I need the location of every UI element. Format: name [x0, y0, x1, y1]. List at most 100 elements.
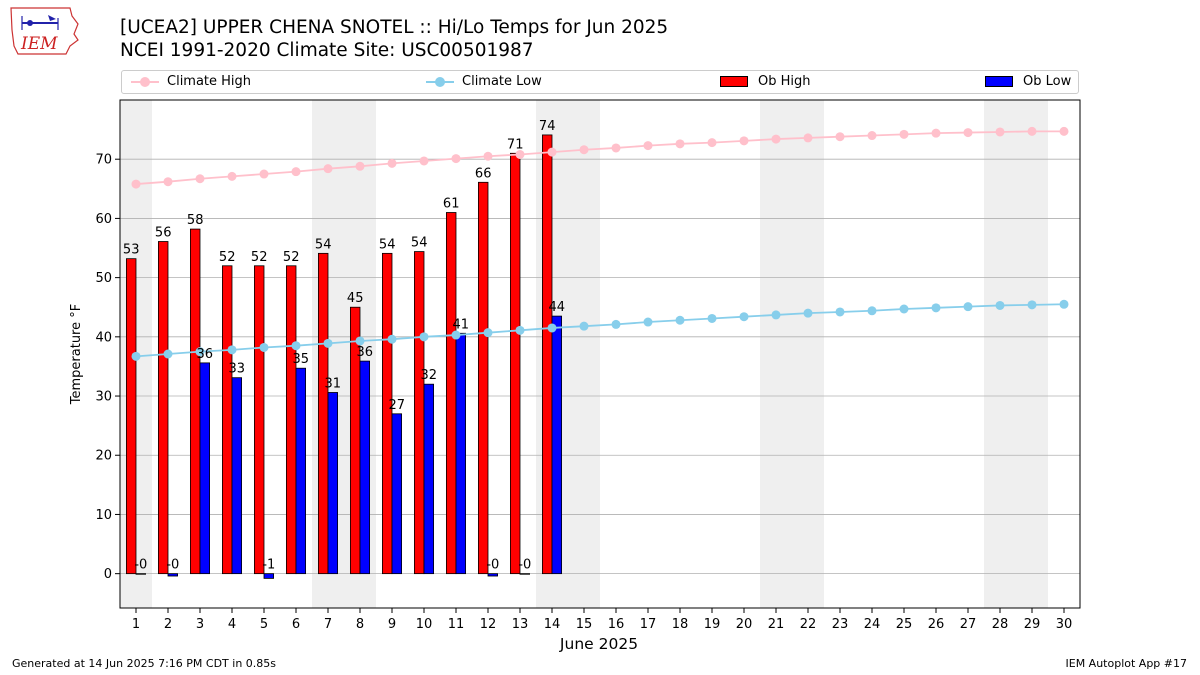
x-tick-label: 18: [672, 617, 689, 632]
ob-low-bar: [263, 573, 275, 579]
y-tick-label: 10: [95, 508, 112, 523]
climate-high-point: [547, 147, 557, 157]
climate-high-point: [963, 128, 973, 138]
chart-title: [UCEA2] UPPER CHENA SNOTEL :: Hi/Lo Temp…: [120, 17, 669, 38]
climate-high-point: [419, 156, 429, 166]
ob-high-label: 54: [379, 237, 396, 252]
climate-low-point: [963, 302, 973, 312]
ob-high-bar: [157, 241, 169, 575]
ob-low-label: -0: [486, 558, 499, 573]
ob-low-bar: [327, 392, 339, 575]
y-tick-label: 70: [95, 153, 112, 168]
x-axis-label: June 2025: [559, 635, 638, 653]
ob-low-label: 36: [197, 347, 214, 362]
logo-text: IEM: [21, 34, 58, 54]
ob-high-label: 58: [187, 213, 204, 228]
ob-low-bar: [167, 573, 179, 577]
climate-low-point: [483, 328, 493, 338]
ob-low-bar: [391, 413, 403, 575]
x-tick-label: 30: [1056, 617, 1073, 632]
climate-low-point: [771, 310, 781, 320]
x-tick-label: 1: [132, 617, 140, 632]
x-tick-label: 6: [292, 617, 300, 632]
legend-label: Climate Low: [462, 74, 542, 89]
x-tick-label: 25: [896, 617, 913, 632]
ob-high-bar: [445, 212, 457, 575]
climate-low-point: [643, 317, 653, 327]
ob-low-label: 44: [549, 300, 566, 315]
ob-low-bar: [359, 360, 371, 575]
ob-low-bar: [455, 332, 467, 575]
climate-low-point: [195, 347, 205, 357]
plot-frame: [119, 99, 1081, 609]
climate-high-point: [931, 128, 941, 138]
ob-high-label: 74: [539, 119, 556, 134]
footer-app: IEM Autoplot App #17: [1065, 657, 1188, 670]
y-tick-label: 50: [95, 271, 112, 286]
x-tick-label: 24: [864, 617, 881, 632]
ob-high-label: 52: [219, 250, 236, 265]
x-tick-label: 10: [416, 617, 433, 632]
ob-high-swatch-icon: [720, 76, 748, 87]
ob-high-bar: [285, 265, 297, 575]
climate-high-point: [707, 138, 717, 148]
climate-low-point: [259, 342, 269, 352]
x-tick-label: 9: [388, 617, 396, 632]
climate-high-point: [995, 127, 1005, 137]
climate-low-point: [451, 330, 461, 340]
x-tick-label: 16: [608, 617, 625, 632]
climate-high-point: [195, 174, 205, 184]
legend-label: Climate High: [167, 74, 252, 89]
climate-low-point: [355, 336, 365, 346]
ob-high-bar: [126, 258, 137, 575]
climate-high-point: [867, 131, 877, 141]
climate-low-point: [131, 351, 141, 361]
climate-low-point: [163, 349, 173, 359]
climate-high-point: [163, 177, 173, 187]
ob-low-bar: [295, 367, 307, 575]
ob-high-label: 66: [475, 166, 492, 181]
climate-low-point: [931, 303, 941, 313]
weekend-band: [760, 100, 824, 608]
ob-low-label: 41: [453, 317, 470, 332]
ob-high-bar: [542, 134, 553, 575]
x-tick-label: 13: [512, 617, 529, 632]
x-tick-label: 29: [1024, 617, 1041, 632]
climate-high-point: [803, 133, 813, 143]
climate-low-point: [1027, 300, 1037, 310]
x-tick-label: 4: [228, 617, 236, 632]
ob-low-label: -0: [518, 558, 531, 573]
ob-low-bar: [551, 315, 563, 575]
climate-low-point: [739, 312, 749, 322]
climate-low-point: [803, 308, 813, 318]
footer-generated: Generated at 14 Jun 2025 7:16 PM CDT in …: [12, 657, 277, 670]
ob-high-label: 52: [251, 250, 268, 265]
x-tick-label: 12: [480, 617, 497, 632]
climate-high-point: [483, 151, 493, 161]
climate-low-point: [387, 334, 397, 344]
x-tick-label: 22: [800, 617, 817, 632]
ob-low-bar: [231, 377, 243, 575]
x-tick-label: 15: [576, 617, 593, 632]
ob-low-label: 32: [421, 368, 438, 383]
x-tick-label: 19: [704, 617, 721, 632]
legend-climate-high: Climate High: [131, 74, 251, 89]
x-tick-label: 20: [736, 617, 753, 632]
climate-high-point: [291, 167, 301, 177]
ob-high-label: 54: [315, 237, 332, 252]
y-tick-label: 40: [95, 330, 112, 345]
ob-high-label: 52: [283, 250, 300, 265]
climate-high-point: [643, 141, 653, 151]
climate-high-swatch-icon: [131, 75, 159, 89]
climate-high-point: [611, 143, 621, 153]
ob-high-bar: [509, 152, 521, 575]
y-tick-label: 60: [95, 212, 112, 227]
x-tick-label: 3: [196, 617, 204, 632]
climate-high-point: [675, 139, 685, 149]
climate-low-point: [419, 332, 429, 342]
x-tick-label: 5: [260, 617, 268, 632]
ob-low-label: -0: [134, 558, 147, 573]
climate-low-point: [995, 300, 1005, 310]
climate-high-point: [771, 134, 781, 144]
ob-low-bar: [519, 573, 531, 575]
